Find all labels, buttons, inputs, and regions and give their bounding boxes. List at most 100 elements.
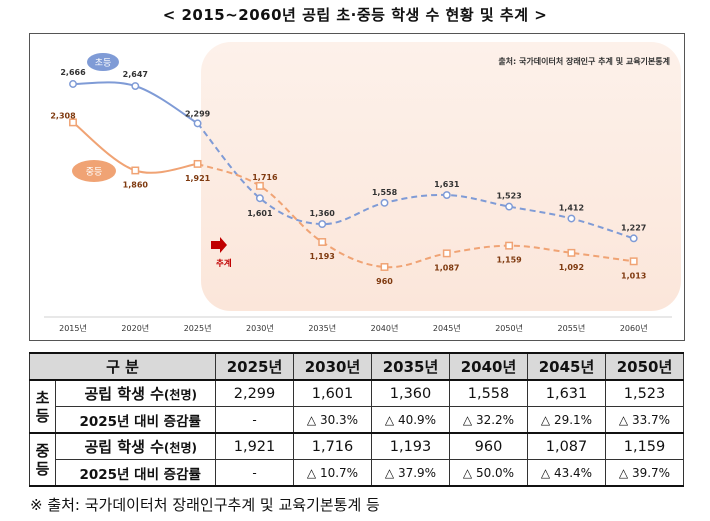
x-tick-label: 2055년 [558, 323, 586, 333]
data-label: 1,360 [310, 209, 336, 218]
count-label: 공립 학생 수 [84, 438, 164, 456]
table-cell: 1,601 [293, 379, 372, 407]
source-note: 출처: 국가데이터처 장래인구 추계 및 교육기본통계 [498, 56, 670, 66]
table-cell: 1,087 [527, 432, 606, 460]
table-header-year: 2030년 [293, 352, 372, 381]
count-label: 공립 학생 수 [84, 385, 164, 403]
arrow-right-icon [211, 237, 227, 253]
change-label: 2025년 대비 증감률 [79, 413, 201, 430]
unit-label: (천명) [163, 441, 197, 455]
table-header-year: 2050년 [605, 352, 684, 381]
page-title: < 2015~2060년 공립 초·중등 학생 수 현황 및 추계 > [162, 6, 548, 24]
table-cell: 1,716 [293, 432, 372, 460]
data-label: 1,860 [123, 180, 149, 189]
data-label: 1,159 [496, 256, 522, 265]
data-label: 2,308 [50, 111, 76, 120]
table-cell: 1,193 [371, 432, 450, 460]
legend-label-secondary: 중등 [86, 167, 103, 178]
x-tick-label: 2020년 [121, 323, 149, 333]
data-point [318, 220, 327, 229]
table-header-year: 2025년 [215, 352, 294, 381]
x-tick-label: 2015년 [59, 323, 87, 333]
row-label-change: 2025년 대비 증감률 [55, 406, 216, 434]
table-cell: 1,159 [605, 432, 684, 460]
data-label: 1,716 [252, 173, 278, 182]
row-label-count: 공립 학생 수(천명) [55, 379, 216, 407]
table-cell: 1,523 [605, 379, 684, 407]
table-cell: 1,921 [215, 432, 294, 460]
data-point [629, 257, 638, 266]
row-group-elementary: 초등 [29, 379, 56, 434]
table-cell: 1,558 [449, 379, 528, 407]
row-label-change: 2025년 대비 증감률 [55, 459, 216, 487]
table-cell: △ 37.9% [371, 459, 450, 487]
table-cell: - [215, 406, 294, 434]
projection-label: 추계 [216, 258, 232, 269]
unit-label: (천명) [163, 388, 197, 402]
data-label: 1,601 [247, 209, 273, 218]
series-group: 2,666 2,647 2,299 1,601 1,360 1,558 1,631 1,523… [50, 68, 646, 286]
data-point [629, 234, 638, 243]
x-tick-label: 2025년 [184, 323, 212, 333]
projection-marker: 추계 [211, 237, 232, 269]
data-point [505, 202, 514, 211]
table-cell: 2,299 [215, 379, 294, 407]
data-point [131, 166, 140, 175]
data-point [255, 181, 264, 190]
table-cell: △ 39.7% [605, 459, 684, 487]
x-tick-label: 2050년 [495, 323, 523, 333]
table-row-secondary-change: 2025년 대비 증감률 - △ 10.7% △ 37.9% △ 50.0% △… [29, 459, 684, 487]
data-label: 2,666 [60, 68, 86, 77]
data-label: 1,092 [559, 263, 584, 272]
elementary-projected-line [196, 122, 635, 240]
row-label-count: 공립 학생 수(천명) [55, 432, 216, 460]
data-label: 1,523 [496, 192, 521, 201]
data-point [255, 194, 264, 203]
table-header-year: 2035년 [371, 352, 450, 381]
data-point [442, 191, 451, 199]
data-point [505, 241, 514, 250]
footnote: ※ 출처: 국가데이터처 장래인구추계 및 교육기본통계 등 [30, 496, 380, 514]
student-count-table: 구 분 2025년 2030년 2035년 2040년 2045년 2050년 … [29, 352, 684, 487]
data-label: 1,227 [621, 223, 646, 232]
table-row-elementary-count: 초등 공립 학생 수(천명) 2,299 1,601 1,360 1,558 1… [29, 379, 684, 434]
table-cell: △ 40.9% [371, 406, 450, 434]
table-cell: △ 10.7% [293, 459, 372, 487]
data-point [131, 82, 140, 90]
x-tick-label: 2045년 [433, 323, 461, 333]
data-label: 1,412 [559, 204, 584, 213]
table-cell: 1,631 [527, 379, 606, 407]
table-cell: - [215, 459, 294, 487]
table-cell: △ 30.3% [293, 406, 372, 434]
table-cell: △ 43.4% [527, 459, 606, 487]
legend-elementary: 초등 [87, 53, 119, 71]
x-axis-ticks: 2015년 2020년 2025년 2030년 2035년 2040년 2045년 2050년… [59, 323, 647, 333]
x-tick-label: 2035년 [308, 323, 336, 333]
data-point [442, 249, 451, 258]
table-cell: △ 50.0% [449, 459, 528, 487]
legend-secondary: 중등 [72, 160, 116, 182]
data-point [193, 159, 202, 168]
line-chart: 2015년 2020년 2025년 2030년 2035년 2040년 2045년 2050년… [44, 42, 681, 333]
table-row-elementary-change: 2025년 대비 증감률 - △ 30.3% △ 40.9% △ 32.2% △… [29, 406, 684, 434]
table-header-year: 2040년 [449, 352, 528, 381]
table-cell: △ 33.7% [605, 406, 684, 434]
change-label: 2025년 대비 증감률 [79, 466, 201, 483]
data-label: 1,193 [310, 252, 335, 261]
legend-label-elementary: 초등 [95, 58, 112, 69]
table-header-row: 구 분 2025년 2030년 2035년 2040년 2045년 2050년 [29, 352, 684, 381]
data-label: 1,013 [621, 271, 646, 280]
data-label: 1,921 [185, 174, 211, 183]
table-cell: △ 29.1% [527, 406, 606, 434]
data-point [380, 263, 389, 271]
x-tick-label: 2030년 [246, 323, 274, 333]
data-point [69, 118, 77, 127]
x-tick-label: 2060년 [620, 323, 648, 333]
table-cell: 1,360 [371, 379, 450, 407]
data-point [69, 80, 77, 88]
data-point [318, 238, 327, 246]
data-label: 2,299 [185, 109, 211, 118]
data-label: 2,647 [123, 70, 148, 79]
table-row-secondary-count: 중등 공립 학생 수(천명) 1,921 1,716 1,193 960 1,0… [29, 432, 684, 487]
table-cell: 960 [449, 432, 528, 460]
